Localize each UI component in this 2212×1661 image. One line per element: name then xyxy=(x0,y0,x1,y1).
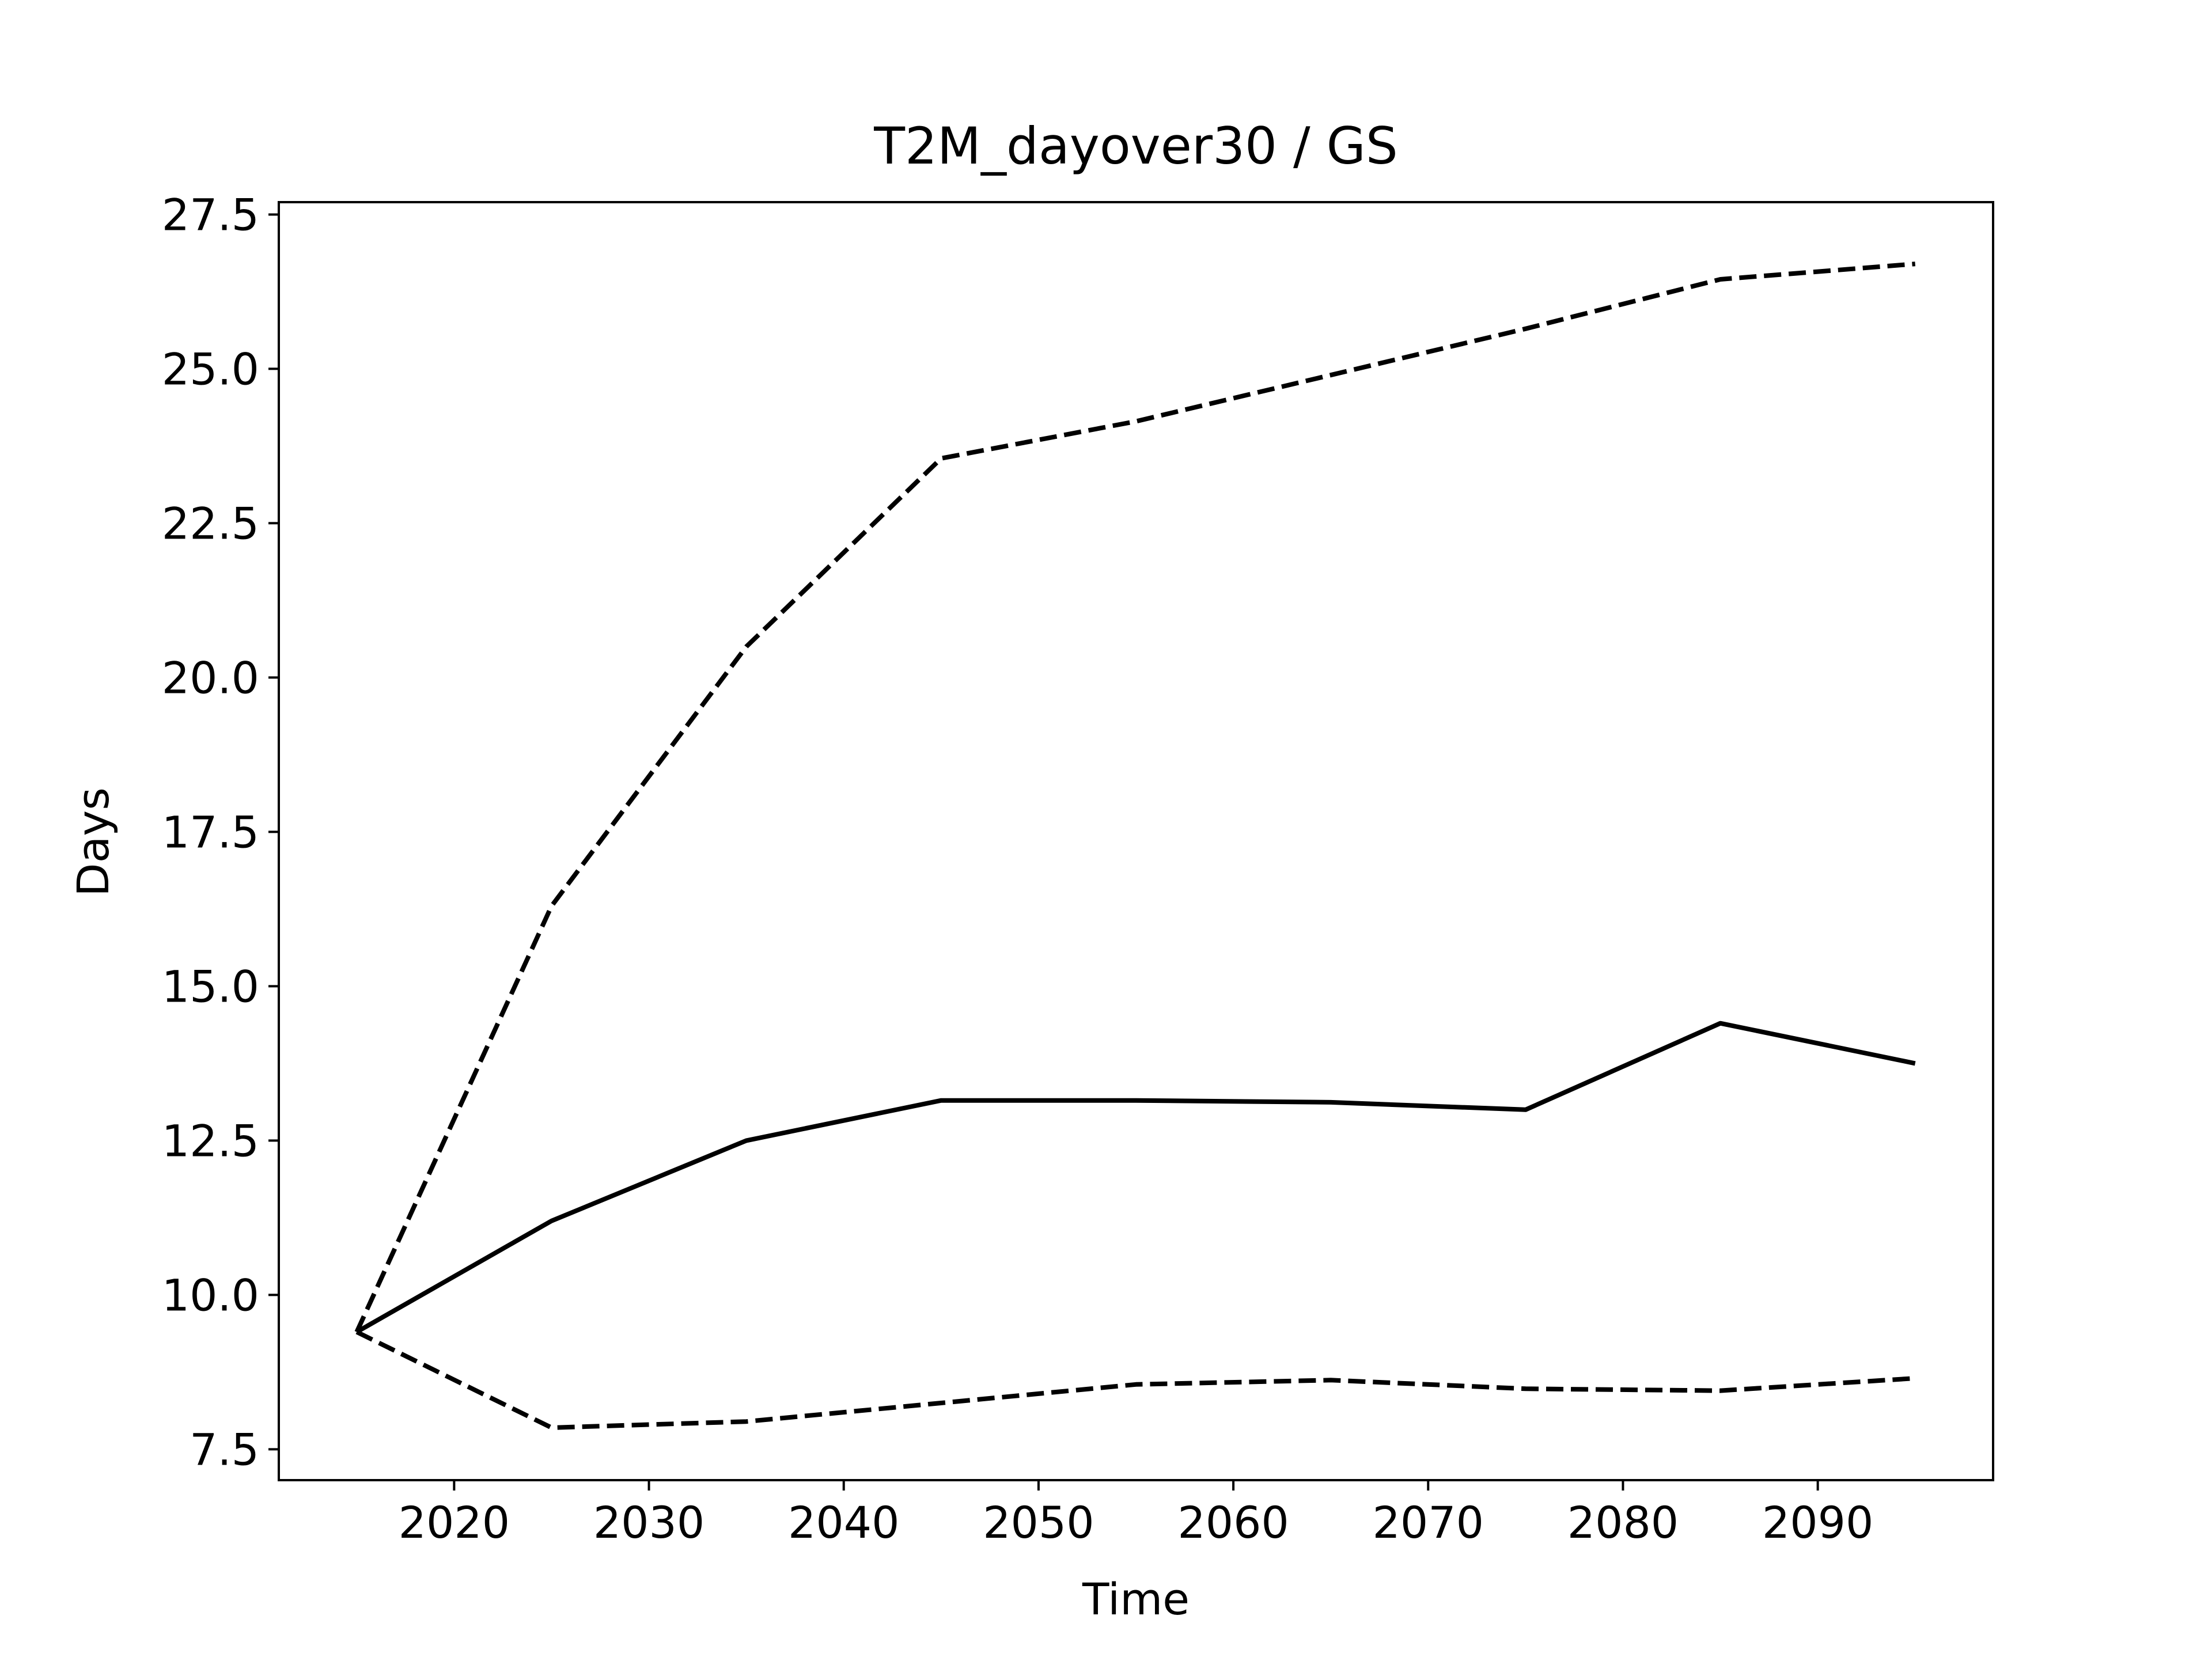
y-tick-label: 17.5 xyxy=(162,806,259,858)
x-axis-label: Time xyxy=(1082,1573,1190,1625)
y-tick-label: 20.0 xyxy=(162,652,259,703)
y-tick-label: 25.0 xyxy=(162,343,259,395)
tick-layer: 2020 2030 2040 2050 2060 2070 2080 2090 7.5 10.0 1… xyxy=(162,189,1874,1548)
x-tick-label: 2020 xyxy=(399,1497,510,1548)
y-tick-label: 10.0 xyxy=(162,1269,259,1321)
dashed-series-line-2 xyxy=(355,1330,1915,1430)
solid-series-line-0 xyxy=(355,1021,1916,1334)
x-tick-label: 2050 xyxy=(983,1497,1094,1548)
dashed-series-line-1 xyxy=(354,261,1916,1333)
x-tick-label: 2030 xyxy=(593,1497,704,1548)
x-tick-label: 2080 xyxy=(1567,1497,1679,1548)
x-tick-label: 2070 xyxy=(1373,1497,1484,1548)
y-tick-label: 22.5 xyxy=(162,498,259,549)
plot-layer xyxy=(354,261,1916,1430)
y-tick-label: 12.5 xyxy=(162,1115,259,1166)
y-axis-label: Days xyxy=(67,787,119,897)
chart-title: T2M_dayover30 / GS xyxy=(873,116,1397,176)
x-tick-label: 2090 xyxy=(1762,1497,1873,1548)
y-tick-label: 15.0 xyxy=(162,961,259,1012)
x-tick-label: 2060 xyxy=(1177,1497,1289,1548)
y-tick-label: 7.5 xyxy=(190,1424,259,1475)
axes-frame xyxy=(278,201,1994,1481)
y-tick-label: 27.5 xyxy=(162,189,259,240)
x-tick-label: 2040 xyxy=(788,1497,899,1548)
